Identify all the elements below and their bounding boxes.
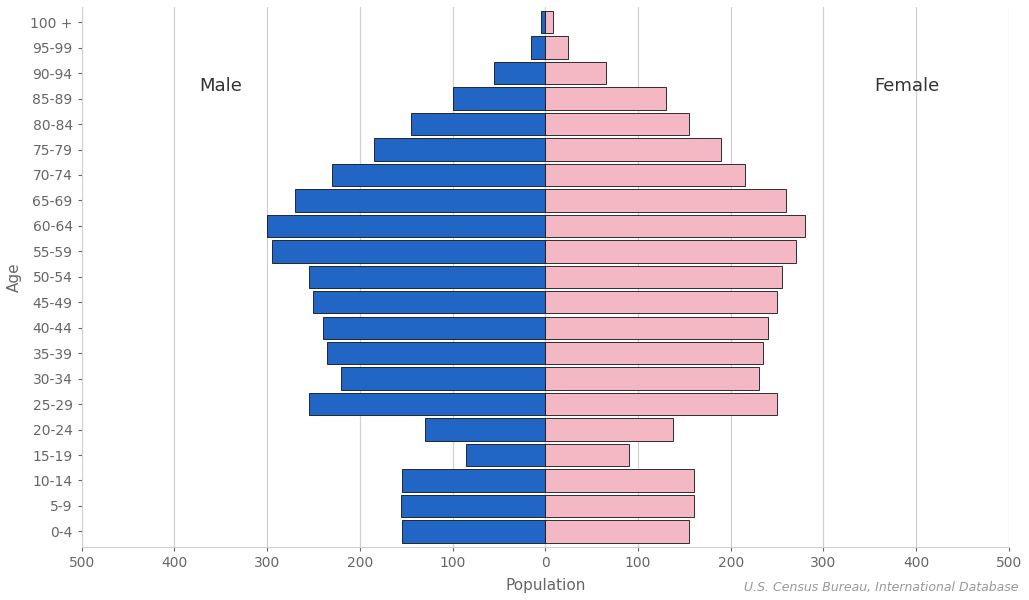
Bar (545, 418, 673, 441)
Bar (545, 317, 768, 339)
Bar (545, 291, 777, 313)
Bar (309, 266, 545, 288)
Bar (540, 11, 545, 34)
Bar (545, 215, 805, 237)
Bar (545, 520, 689, 542)
Bar (545, 37, 568, 59)
Bar (545, 11, 553, 34)
Bar (545, 240, 795, 263)
Bar (545, 266, 782, 288)
Bar (272, 240, 545, 263)
Bar (314, 291, 545, 313)
Bar (295, 189, 545, 212)
Text: Male: Male (200, 77, 242, 95)
Bar (545, 342, 764, 364)
Bar (332, 164, 545, 186)
Bar (545, 62, 606, 85)
Bar (545, 495, 694, 517)
Bar (545, 393, 777, 415)
Bar (545, 113, 689, 135)
Bar (494, 62, 545, 85)
Bar (401, 469, 545, 492)
Bar (374, 139, 545, 161)
X-axis label: Population: Population (505, 578, 586, 593)
Bar (531, 37, 545, 59)
Bar (466, 444, 545, 466)
Bar (309, 393, 545, 415)
Bar (545, 88, 666, 110)
Bar (545, 367, 758, 390)
Bar (425, 418, 545, 441)
Bar (545, 444, 629, 466)
Text: Female: Female (875, 77, 939, 95)
Bar (453, 88, 545, 110)
Bar (545, 139, 721, 161)
Bar (545, 469, 694, 492)
Bar (545, 164, 745, 186)
Text: U.S. Census Bureau, International Database: U.S. Census Bureau, International Databa… (744, 581, 1019, 594)
Bar (545, 189, 786, 212)
Bar (327, 342, 545, 364)
Bar (400, 495, 545, 517)
Bar (401, 520, 545, 542)
Y-axis label: Age: Age (7, 262, 22, 292)
Bar (323, 317, 545, 339)
Bar (268, 215, 545, 237)
Bar (342, 367, 545, 390)
Bar (411, 113, 545, 135)
